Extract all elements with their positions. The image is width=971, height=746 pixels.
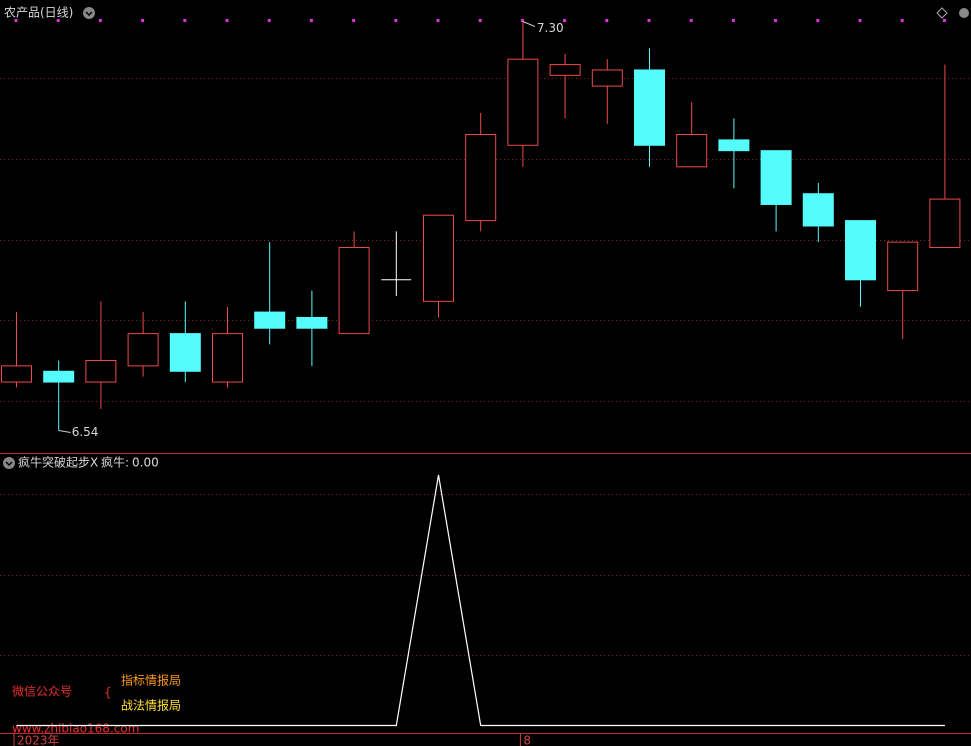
candle-body [760,150,792,205]
marker-dot [141,19,145,22]
marker-dot [436,19,440,22]
marker-dot [647,19,651,22]
indicator-menu-button[interactable] [3,457,15,469]
candle-body [802,193,834,227]
max-label: 7.30 [537,21,564,35]
last-value: 0.00 [132,456,159,470]
marker-dot [816,19,820,22]
candle-body [169,333,201,372]
candle-body [718,139,750,152]
marker-dot [56,19,60,22]
marker-dot [900,19,904,22]
candle-body [887,241,919,292]
marker-dot [774,19,778,22]
marker-dot [267,19,271,22]
candle-body [43,370,75,383]
min-label: 6.54 [72,425,99,439]
candle-body [591,69,623,87]
candle-body [465,134,497,222]
candle-body [929,198,961,249]
candle-body [549,64,581,76]
max-pointer [522,21,536,27]
marker-dot [478,19,482,22]
watermark-text: 指标情报局 [121,673,181,688]
x-tick-label: 8 [523,734,531,746]
marker-dot [731,19,735,22]
min-pointer [58,429,71,433]
candle-body [845,220,876,281]
marker-dot [689,19,693,22]
series-colon: : [125,456,129,470]
candle-body [507,58,539,146]
marker-dot [352,19,356,22]
candle-body [338,247,370,335]
menu-icon[interactable] [3,457,15,469]
series-name: 疯牛 [101,455,125,470]
marker-dot [605,19,609,22]
candle-body [634,69,665,146]
candle-body [676,134,708,168]
candle-body [127,333,159,367]
marker-dot [309,19,313,22]
marker-dot [14,19,18,22]
watermark-text: 战法情报局 [121,698,181,713]
watermark-text: 微信公众号 [12,685,72,699]
marker-dot [520,19,524,22]
circle-button[interactable] [959,8,969,18]
marker-dot [858,19,862,22]
marker-dot [563,19,567,22]
diamond-button[interactable] [936,7,948,19]
marker-dot [394,19,398,22]
indicator-line [16,474,945,727]
candle-body [423,214,454,302]
menu-button[interactable] [83,7,95,19]
chevron [5,461,13,467]
candle-body [85,360,117,383]
chart-title: 农产品(日线) [4,6,73,20]
candle-body [254,311,286,329]
marker-dot [183,19,187,22]
x-tick-label: 2023年 [17,734,60,746]
chevron [85,11,93,17]
brace: { [104,686,112,700]
marker-dot [942,19,946,22]
marker-dot [98,19,102,22]
marker-dot [225,19,229,22]
candle-body [1,365,32,383]
candle-body [212,333,243,383]
indicator-title: 疯牛突破起步X [18,455,98,470]
candle-body [296,316,328,329]
menu-icon[interactable] [83,7,95,19]
